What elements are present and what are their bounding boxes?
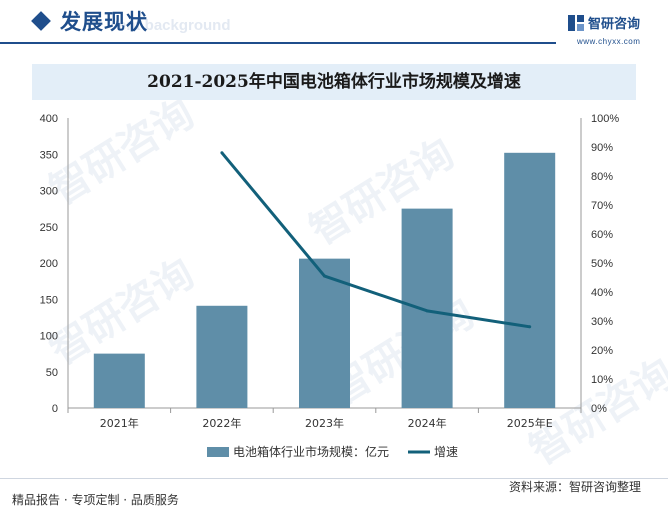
y-left-tick-label: 100 <box>40 331 58 343</box>
y-right-tick-label: 20% <box>591 345 613 357</box>
x-tick-label: 2023年 <box>305 416 344 430</box>
line-point <box>220 151 224 155</box>
y-left-tick-label: 200 <box>40 258 58 270</box>
y-right-tick-label: 0% <box>591 403 607 415</box>
line-point <box>528 325 532 329</box>
x-tick-label: 2022年 <box>202 416 241 430</box>
y-right-tick-label: 100% <box>591 113 619 125</box>
page-title: 发展现状 <box>60 10 148 34</box>
x-tick-label: 2021年 <box>100 416 139 430</box>
y-right-tick-label: 30% <box>591 316 613 328</box>
footer-divider <box>0 478 668 479</box>
y-right-tick-label: 50% <box>591 258 613 270</box>
page-header: ent background 发展现状 智研咨询 www.chyxx.com <box>0 0 668 46</box>
brand-url: www.chyxx.com <box>577 37 641 46</box>
y-left-tick-label: 350 <box>40 149 58 161</box>
growth-line <box>220 151 530 329</box>
x-tick-label: 2024年 <box>408 416 447 430</box>
y-left-tick-label: 150 <box>40 294 58 306</box>
chart-title: 2021-2025年中国电池箱体行业市场规模及增速 <box>147 72 521 92</box>
x-tick-label: 2025年E <box>507 416 553 430</box>
legend-label: 电池箱体行业市场规模：亿元 <box>233 444 389 459</box>
legend-label: 增速 <box>434 445 458 459</box>
y-left-tick-label: 400 <box>40 113 58 125</box>
bar <box>93 353 145 408</box>
bar <box>196 305 248 408</box>
line-point <box>323 274 326 278</box>
y-right-tick-label: 70% <box>591 200 613 212</box>
brand-logo-icon <box>568 15 584 31</box>
header-divider <box>0 42 556 44</box>
chart: 0 50 100 150 200 250 300 350 400 0% 10% 20% 30% 40% 50… <box>40 113 620 459</box>
y-left-tick-label: 300 <box>40 186 58 198</box>
chart-title-band: 2021-2025年中国电池箱体行业市场规模及增速 <box>32 64 636 100</box>
bar <box>401 208 453 408</box>
y-right-tick-label: 40% <box>591 287 613 299</box>
y-right-tick-label: 10% <box>591 374 613 386</box>
footer-tagline: 精品报告 · 专项定制 · 品质服务 <box>12 493 179 507</box>
y-right-tick-label: 80% <box>591 171 613 183</box>
source-note: 资料来源：智研咨询整理 <box>509 480 642 494</box>
bar <box>504 152 556 408</box>
y-left-tick-label: 50 <box>46 367 58 379</box>
y-right-tick-label: 90% <box>591 142 613 154</box>
line-point <box>425 309 429 313</box>
y-left-tick-label: 0 <box>52 403 58 415</box>
y-left-tick-label: 250 <box>40 222 58 234</box>
bar <box>299 258 350 408</box>
legend-swatch-bar <box>207 447 229 457</box>
y-right-tick-label: 60% <box>591 229 613 241</box>
header-subtitle: ent background <box>118 17 231 34</box>
brand-name: 智研咨询 <box>588 17 641 32</box>
